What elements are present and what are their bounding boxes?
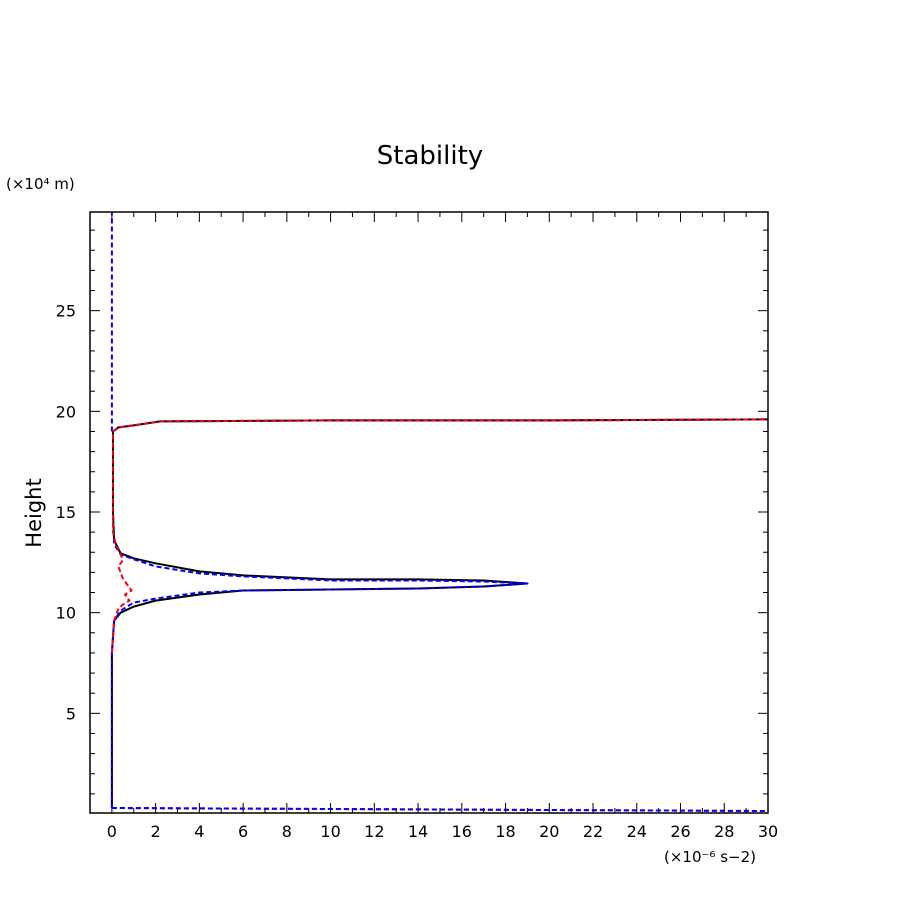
x-tick-label: 24 (627, 822, 647, 841)
x-tick-label: 22 (583, 822, 603, 841)
y-tick-label: 15 (56, 503, 76, 522)
x-tick-label: 2 (151, 822, 161, 841)
x-tick-label: 20 (539, 822, 559, 841)
x-tick-label: 26 (670, 822, 690, 841)
y-tick-label: 20 (56, 402, 76, 421)
plot-frame (89, 211, 769, 814)
x-units-label: (×10⁻⁶ s−2) (664, 848, 756, 866)
chart-title: Stability (377, 141, 483, 171)
x-tick-label: 4 (194, 822, 204, 841)
y-tick-label: 10 (56, 604, 76, 623)
x-tick-label: 12 (364, 822, 384, 841)
x-tick-label: 10 (320, 822, 340, 841)
x-tick-label: 28 (714, 822, 734, 841)
x-tick-label: 6 (238, 822, 248, 841)
x-tick-label: 18 (495, 822, 515, 841)
x-tick-label: 30 (758, 822, 778, 841)
y-units-label: (×10⁴ m) (6, 175, 75, 193)
x-tick-label: 0 (107, 822, 117, 841)
x-tick-label: 14 (408, 822, 428, 841)
x-tick-label: 8 (282, 822, 292, 841)
y-tick-label: 5 (66, 704, 76, 723)
series-line-0 (110, 418, 769, 808)
series-line-5 (111, 807, 769, 812)
y-tick-label: 25 (56, 302, 76, 321)
plot-lines (110, 212, 769, 812)
series-line-1 (110, 418, 769, 808)
y-axis-label: Height (22, 478, 46, 547)
series-line-2 (110, 418, 769, 653)
x-tick-label: 16 (452, 822, 472, 841)
